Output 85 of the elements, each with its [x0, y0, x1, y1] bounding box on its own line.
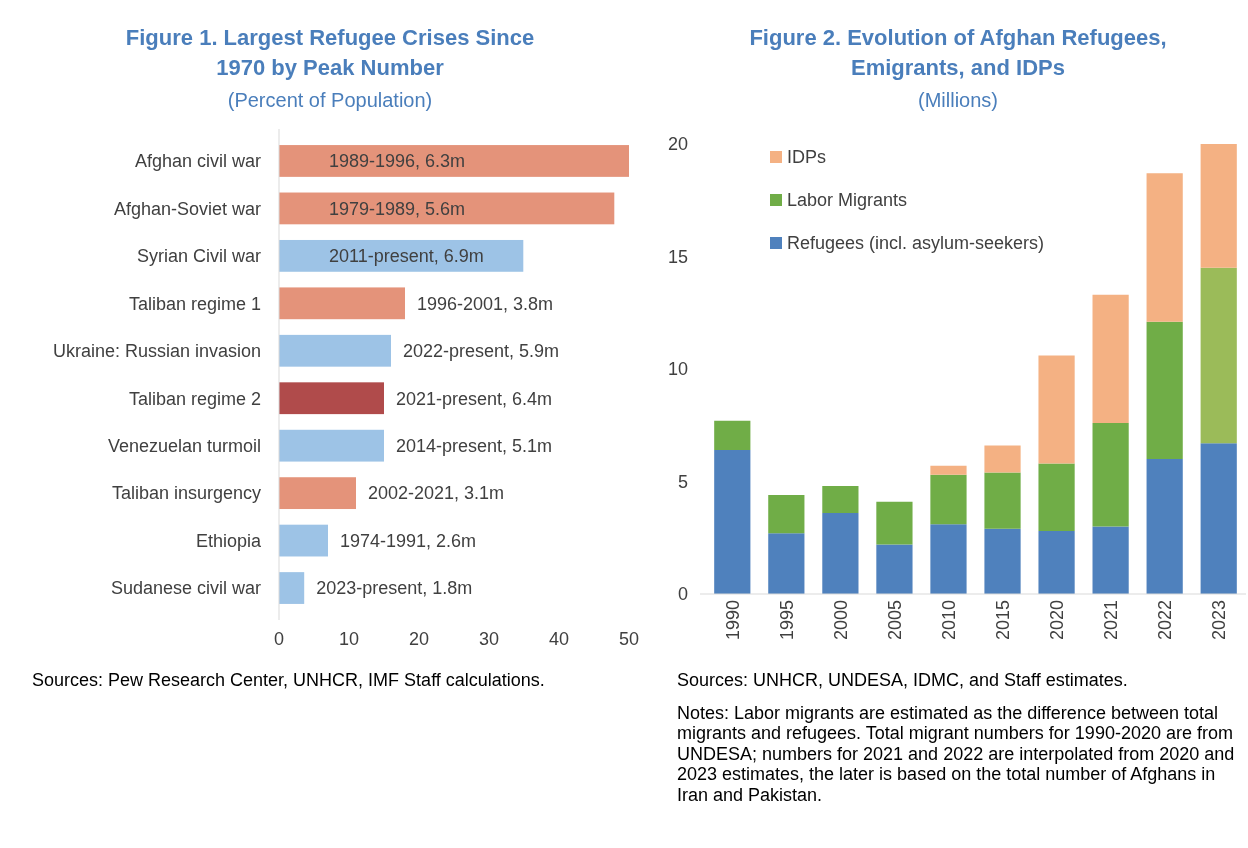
legend-label: Refugees (incl. asylum-seekers)	[787, 233, 1045, 254]
bar	[876, 544, 913, 594]
y-tick-label: Ukraine: Russian invasion	[52, 341, 261, 362]
bar	[822, 486, 859, 513]
bar	[1146, 321, 1183, 459]
bar	[1146, 459, 1183, 594]
bar	[768, 495, 805, 534]
data-label: 2014-present, 5.1m	[396, 435, 553, 456]
bar	[1038, 355, 1075, 464]
bar	[1200, 443, 1237, 594]
x-tick-label: 2005	[884, 600, 905, 641]
y-tick-label: Afghan-Soviet war	[113, 198, 261, 219]
data-label: 1974-1991, 2.6m	[340, 530, 477, 551]
x-tick-label: 2022	[1154, 600, 1175, 641]
bar	[984, 528, 1021, 594]
y-tick-label: 5	[677, 471, 688, 492]
x-tick-label: 40	[548, 629, 570, 649]
bar	[1092, 423, 1129, 527]
bar	[279, 572, 305, 604]
x-tick-label: 2021	[1100, 600, 1121, 641]
x-tick-label: 1990	[722, 600, 743, 641]
bar	[279, 477, 356, 510]
data-label: 2021-present, 6.4m	[396, 388, 553, 409]
x-tick-label: 1995	[776, 600, 797, 641]
bar	[279, 382, 384, 415]
x-tick-label: 30	[478, 629, 500, 649]
y-tick-label: Venezuelan turmoil	[107, 435, 261, 456]
y-tick-label: 15	[667, 246, 688, 267]
x-tick-label: 0	[273, 629, 285, 649]
y-tick-label: Sudanese civil war	[110, 578, 261, 599]
chart-title: Figure 2. Evolution of Afghan Refugees, Emigrants, and IDPs	[749, 25, 1167, 80]
data-label: 2002-2021, 3.1m	[368, 483, 505, 504]
bar	[279, 429, 384, 462]
y-tick-label: Syrian Civil war	[136, 246, 261, 267]
x-tick-label: 2020	[1046, 600, 1067, 641]
chart-subtitle: (Millions)	[918, 89, 998, 111]
bar	[984, 445, 1021, 473]
data-label: 1979-1989, 5.6m	[329, 198, 466, 219]
x-tick-label: 10	[338, 629, 360, 649]
chart-subtitle: (Percent of Population)	[227, 89, 433, 111]
data-label: 1996-2001, 3.8m	[417, 293, 554, 314]
x-tick-label: 2023	[1209, 600, 1230, 641]
x-tick-label: 2000	[830, 600, 851, 641]
data-label: 2023-present, 1.8m	[316, 578, 473, 599]
legend-label: Labor Migrants	[787, 190, 908, 211]
bar	[1092, 294, 1129, 423]
legend-label: IDPs	[787, 147, 827, 168]
bar	[1200, 144, 1237, 268]
x-tick-label: 2010	[938, 600, 959, 641]
bar	[279, 524, 328, 557]
bar	[984, 472, 1021, 529]
bar	[930, 524, 967, 594]
bar	[1092, 526, 1129, 594]
bar	[768, 533, 805, 594]
data-label: 2022-present, 5.9m	[403, 341, 560, 362]
bar	[279, 145, 629, 177]
data-label: 2011-present, 6.9m	[329, 246, 484, 267]
x-tick-label: 20	[408, 629, 430, 649]
bar	[1200, 267, 1237, 444]
text: Notes: Labor migrants are estimated as the difference between total migrants and refugees. Total migrant numbers for 1990-2020 are from UNDESA; numbers for 2021 and 2022 are interpolated from 2020 and 2023 estimates, the later is based on the total number of Afghans in Iran and Pakistan.	[677, 702, 1235, 805]
bar	[822, 513, 859, 594]
y-tick-label: Taliban regime 2	[128, 388, 261, 409]
y-tick-label: Ethiopia	[195, 530, 262, 551]
bar	[876, 501, 913, 545]
source-note: Sources: UNHCR, UNDESA, IDMC, and Staff estimates.	[677, 670, 1128, 690]
chart-title: Figure 1. Largest Refugee Crises Since 1970 by Peak Number	[125, 25, 535, 80]
bar	[279, 287, 405, 320]
bar	[930, 465, 967, 475]
bar	[714, 450, 751, 594]
x-tick-label: 50	[618, 629, 640, 649]
bar	[1038, 531, 1075, 594]
source-note: Sources: Pew Research Center, UNHCR, IMF Staff calculations.	[32, 670, 545, 690]
bar	[714, 420, 751, 450]
y-tick-label: Taliban insurgency	[111, 483, 261, 504]
data-label: 1989-1996, 6.3m	[329, 151, 466, 172]
bar	[930, 474, 967, 525]
y-tick-label: 10	[667, 359, 688, 380]
y-tick-label: 0	[677, 584, 688, 605]
y-tick-label: Afghan civil war	[134, 151, 261, 172]
y-tick-label: Taliban regime 1	[128, 293, 261, 314]
bar	[1038, 463, 1075, 531]
bar	[1146, 173, 1183, 322]
bar	[279, 334, 391, 367]
x-tick-label: 2015	[992, 600, 1013, 641]
y-tick-label: 20	[667, 134, 688, 155]
